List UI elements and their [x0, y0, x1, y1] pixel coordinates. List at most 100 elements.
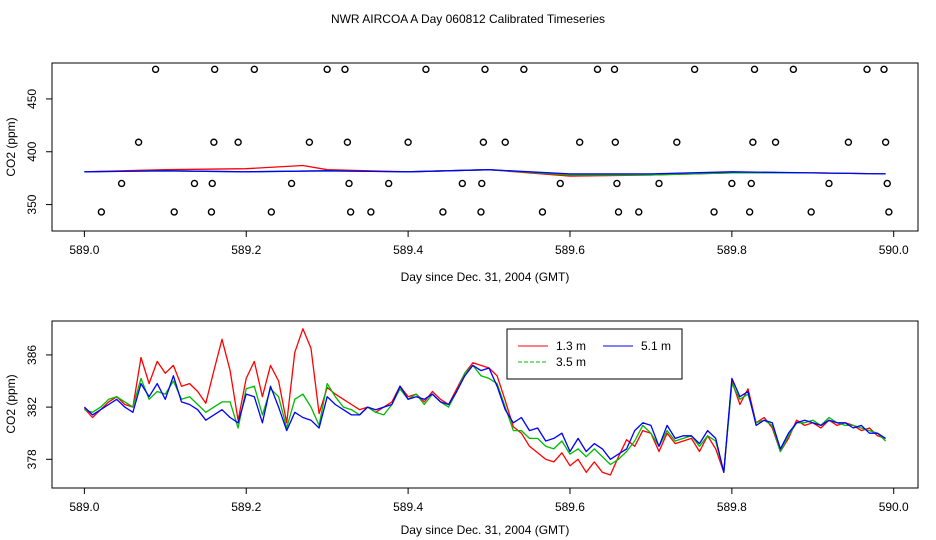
calibration-point — [747, 179, 755, 188]
calibration-point — [343, 138, 352, 146]
calibration-point — [728, 179, 736, 188]
calibration-point — [117, 179, 126, 188]
panel-2: 378 382 386 589.0 589.2 589.4 589.6 589.8 590.0… — [4, 320, 919, 537]
y-tick-label: 450 — [25, 89, 39, 109]
x-tick-label: 589.2 — [231, 500, 261, 514]
panel-2-y-label: CO2 (ppm) — [4, 374, 18, 433]
calibration-point — [635, 208, 643, 216]
calibration-point — [439, 208, 447, 216]
calibration-point — [170, 208, 178, 216]
calibration-point — [478, 179, 486, 188]
calibration-point — [477, 208, 485, 216]
calibration-point — [250, 65, 259, 74]
calibration-point — [479, 138, 488, 146]
calibration-point — [789, 65, 798, 74]
legend-label-5-1m: 5.1 m — [641, 339, 671, 353]
panel-1-frame — [51, 62, 919, 232]
calibration-point — [458, 179, 467, 188]
calibration-point — [190, 179, 199, 188]
calibration-point — [611, 138, 620, 146]
calibration-point — [844, 138, 853, 146]
series-line-1-3-m — [83, 328, 886, 476]
panel-1-x-label: Day since Dec. 31, 2004 (GMT) — [401, 270, 570, 284]
calibration-point — [210, 138, 218, 146]
panel-1-x-axis: 589.0 589.2 589.4 589.6 589.8 590.0 — [69, 231, 909, 257]
calibration-point — [750, 65, 759, 74]
x-tick-label: 590.0 — [879, 243, 909, 257]
x-tick-label: 590.0 — [879, 500, 909, 514]
calibration-point — [422, 65, 430, 74]
panel-2-y-axis: 378 382 386 — [25, 345, 52, 469]
legend-label-3-5m: 3.5 m — [556, 355, 586, 369]
calibration-point — [885, 208, 893, 216]
calibration-point — [384, 179, 393, 188]
panel-2-series-lines — [83, 328, 887, 476]
calibration-point — [749, 138, 757, 146]
calibration-point — [538, 208, 547, 216]
calibration-point — [556, 179, 564, 188]
x-tick-label: 589.6 — [555, 243, 585, 257]
calibration-point — [881, 138, 890, 146]
panel-1-calibration-points — [97, 65, 893, 216]
legend-label-1-3m: 1.3 m — [556, 339, 586, 353]
y-tick-label: 382 — [25, 397, 39, 417]
calibration-point — [825, 179, 833, 188]
calibration-point — [655, 179, 663, 188]
y-tick-label: 350 — [25, 194, 39, 214]
calibration-point — [234, 138, 242, 146]
x-tick-label: 589.8 — [717, 500, 747, 514]
panel-1-y-label: CO2 (ppm) — [4, 117, 18, 176]
calibration-point — [481, 65, 489, 74]
calibration-point — [501, 138, 509, 146]
calibration-point — [771, 138, 780, 146]
calibration-point — [341, 65, 349, 74]
y-tick-label: 386 — [25, 345, 39, 365]
calibration-point — [267, 208, 276, 216]
calibration-point — [807, 208, 815, 216]
series-line-5-1-m — [83, 364, 886, 473]
calibration-point — [614, 208, 623, 216]
x-tick-label: 589.0 — [69, 243, 99, 257]
calibration-point — [134, 138, 143, 146]
legend-box — [506, 328, 683, 380]
calibration-point — [287, 179, 296, 188]
calibration-point — [404, 138, 412, 146]
series-line-5-1-m — [84, 169, 886, 175]
calibration-point — [613, 179, 621, 188]
panel-1-series-lines — [84, 164, 886, 177]
x-tick-label: 589.0 — [69, 500, 99, 514]
calibration-point — [208, 179, 216, 188]
calibration-point — [710, 208, 718, 216]
legend: 1.3 m 3.5 m 5.1 m — [506, 328, 683, 380]
calibration-point — [210, 65, 219, 74]
calibration-point — [883, 179, 891, 188]
calibration-point — [97, 208, 106, 216]
panel-2-frame — [51, 320, 919, 489]
calibration-point — [323, 65, 331, 74]
calibration-point — [673, 138, 681, 146]
calibration-point — [346, 208, 355, 216]
x-tick-label: 589.4 — [393, 500, 423, 514]
calibration-point — [345, 179, 353, 188]
calibration-point — [593, 65, 602, 74]
calibration-point — [863, 65, 871, 74]
calibration-point — [610, 65, 619, 74]
calibration-point — [745, 208, 754, 216]
x-tick-label: 589.2 — [231, 243, 261, 257]
y-tick-label: 378 — [25, 449, 39, 469]
x-tick-label: 589.8 — [717, 243, 747, 257]
figure-title: NWR AIRCOA A Day 060812 Calibrated Times… — [331, 12, 605, 26]
panel-2-x-label: Day since Dec. 31, 2004 (GMT) — [401, 523, 570, 537]
panel-2-x-axis: 589.0 589.2 589.4 589.6 589.8 590.0 — [69, 488, 909, 514]
panel-1: 350 400 450 589.0 589.2 589.4 589.6 589.8 590.0… — [4, 62, 919, 284]
calibration-point — [880, 65, 888, 74]
calibration-point — [690, 65, 699, 74]
calibration-point — [207, 208, 216, 216]
x-tick-label: 589.4 — [393, 243, 423, 257]
panel-1-y-axis: 350 400 450 — [25, 89, 52, 215]
calibration-point — [151, 65, 160, 74]
x-tick-label: 589.6 — [555, 500, 585, 514]
calibration-point — [575, 138, 584, 146]
calibration-point — [367, 208, 375, 216]
